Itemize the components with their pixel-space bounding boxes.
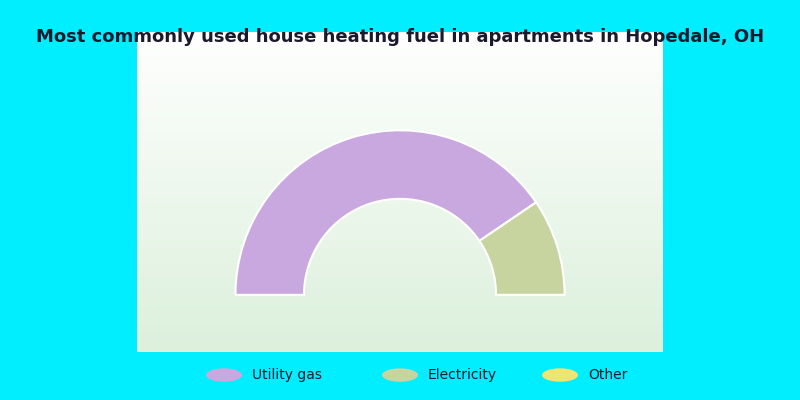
Text: Most commonly used house heating fuel in apartments in Hopedale, OH: Most commonly used house heating fuel in… xyxy=(36,28,764,46)
Bar xyxy=(137,152,663,156)
Bar xyxy=(137,156,663,160)
Bar xyxy=(137,128,663,132)
Bar xyxy=(137,120,663,124)
Bar xyxy=(137,132,663,136)
Bar xyxy=(137,164,663,168)
Bar xyxy=(137,348,663,352)
Bar xyxy=(137,44,663,48)
Bar xyxy=(137,188,663,192)
Bar xyxy=(137,204,663,208)
Bar xyxy=(137,144,663,148)
Bar xyxy=(137,180,663,184)
Bar xyxy=(137,228,663,232)
Ellipse shape xyxy=(542,368,578,382)
Bar xyxy=(137,124,663,128)
Bar xyxy=(137,232,663,236)
Bar xyxy=(137,88,663,92)
Bar xyxy=(137,172,663,176)
Bar xyxy=(137,56,663,60)
Bar xyxy=(137,92,663,96)
Bar xyxy=(137,108,663,112)
Bar xyxy=(137,324,663,328)
Bar xyxy=(137,168,663,172)
Bar xyxy=(137,160,663,164)
Bar xyxy=(137,224,663,228)
Bar xyxy=(137,256,663,260)
Bar xyxy=(137,148,663,152)
Bar xyxy=(137,196,663,200)
Bar xyxy=(137,264,663,268)
Bar xyxy=(137,136,663,140)
Bar xyxy=(137,192,663,196)
Bar xyxy=(137,112,663,116)
Text: Electricity: Electricity xyxy=(428,368,497,382)
Bar xyxy=(137,100,663,104)
Bar xyxy=(137,260,663,264)
Bar xyxy=(137,68,663,72)
Bar xyxy=(137,40,663,44)
Bar xyxy=(137,316,663,320)
Bar xyxy=(137,76,663,80)
Ellipse shape xyxy=(206,368,242,382)
Text: Other: Other xyxy=(588,368,627,382)
Bar xyxy=(137,284,663,288)
Bar xyxy=(137,36,663,40)
Bar xyxy=(137,220,663,224)
Bar xyxy=(137,60,663,64)
Bar xyxy=(137,248,663,252)
Bar xyxy=(137,104,663,108)
Bar xyxy=(137,296,663,300)
Bar xyxy=(137,80,663,84)
Bar xyxy=(137,84,663,88)
Bar xyxy=(137,240,663,244)
Bar xyxy=(137,280,663,284)
Bar xyxy=(137,212,663,216)
Bar xyxy=(137,184,663,188)
Bar xyxy=(137,268,663,272)
Bar xyxy=(137,208,663,212)
Bar xyxy=(137,64,663,68)
Bar xyxy=(137,292,663,296)
Bar xyxy=(137,308,663,312)
Bar xyxy=(137,236,663,240)
Bar xyxy=(137,276,663,280)
Bar xyxy=(137,300,663,304)
Bar xyxy=(137,340,663,344)
Bar xyxy=(137,328,663,332)
Bar xyxy=(137,200,663,204)
Bar xyxy=(137,332,663,336)
Bar xyxy=(137,140,663,144)
Bar xyxy=(137,216,663,220)
Bar xyxy=(137,176,663,180)
Bar xyxy=(137,288,663,292)
Bar xyxy=(137,320,663,324)
Bar xyxy=(137,96,663,100)
Bar xyxy=(137,304,663,308)
Bar xyxy=(137,312,663,316)
Bar xyxy=(137,48,663,52)
Bar xyxy=(137,336,663,340)
Bar xyxy=(137,52,663,56)
Bar xyxy=(137,72,663,76)
Bar xyxy=(137,116,663,120)
Wedge shape xyxy=(235,130,536,295)
Bar xyxy=(137,272,663,276)
Bar xyxy=(137,252,663,256)
Text: Utility gas: Utility gas xyxy=(252,368,322,382)
Bar xyxy=(137,32,663,36)
Bar xyxy=(137,344,663,348)
Bar xyxy=(137,244,663,248)
Ellipse shape xyxy=(382,368,418,382)
Wedge shape xyxy=(479,202,565,295)
